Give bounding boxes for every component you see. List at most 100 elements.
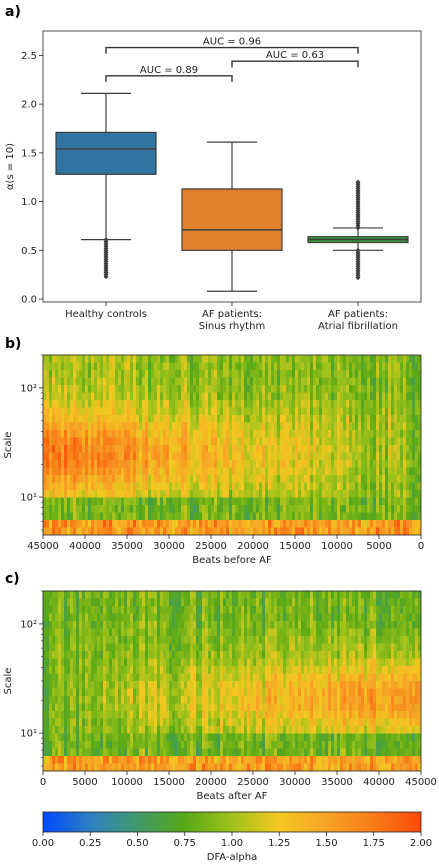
auc-bracket: [231, 60, 359, 68]
heatmap-cell: [49, 430, 53, 439]
heatmap-cell: [382, 460, 386, 469]
heatmap-cell: [319, 392, 323, 401]
heatmap-cell: [307, 407, 311, 416]
heatmap-cell: [145, 415, 149, 424]
heatmap-cell: [103, 741, 107, 750]
heatmap-cell: [100, 527, 104, 535]
heatmap-cell: [64, 636, 68, 645]
heatmap-cell: [112, 355, 116, 364]
heatmap-cell: [253, 407, 257, 416]
heatmap-cell: [307, 355, 311, 364]
heatmap-cell: [124, 505, 128, 514]
heatmap-cell: [79, 355, 83, 364]
heatmap-cell: [205, 696, 209, 705]
heatmap-cell: [232, 505, 236, 514]
heatmap-cell: [139, 718, 143, 727]
heatmap-cell: [160, 696, 164, 705]
heatmap-cell: [412, 385, 416, 394]
heatmap-cell: [253, 437, 257, 446]
heatmap-cell: [145, 741, 149, 750]
heatmap-cell: [337, 505, 341, 514]
heatmap-cell: [229, 688, 233, 697]
heatmap-cell: [64, 415, 68, 424]
heatmap-cell: [79, 613, 83, 622]
heatmap-cell: [220, 407, 224, 416]
heatmap-cell: [151, 505, 155, 514]
heatmap-cell: [232, 636, 236, 645]
heatmap-cell: [229, 415, 233, 424]
heatmap-cell: [202, 392, 206, 401]
heatmap-cell: [214, 613, 218, 622]
heatmap-cell: [241, 643, 245, 652]
heatmap-cell: [229, 482, 233, 491]
heatmap-cell: [229, 475, 233, 484]
heatmap-cell: [55, 763, 59, 771]
heatmap-cell: [163, 741, 167, 750]
y-tick-label: 10²: [20, 383, 37, 394]
heatmap-cell: [193, 407, 197, 416]
heatmap-cell: [157, 520, 161, 529]
heatmap-cell: [352, 505, 356, 514]
heatmap-cell: [97, 362, 101, 371]
heatmap-cell: [244, 681, 248, 690]
heatmap-cell: [340, 467, 344, 476]
heatmap-cell: [337, 392, 341, 401]
heatmap-cell: [346, 505, 350, 514]
heatmap-cell: [49, 748, 53, 757]
heatmap-cell: [385, 377, 389, 386]
heatmap-cell: [238, 377, 242, 386]
heatmap-cell: [205, 621, 209, 630]
heatmap-cell: [169, 520, 173, 529]
heatmap-cell: [124, 763, 128, 771]
heatmap-cell: [136, 490, 140, 499]
heatmap-cell: [172, 636, 176, 645]
heatmap-cell: [220, 606, 224, 615]
heatmap-cell: [79, 756, 83, 765]
heatmap-cell: [202, 733, 206, 742]
heatmap-cell: [61, 598, 65, 607]
heatmap-cell: [265, 437, 269, 446]
heatmap-cell: [130, 696, 134, 705]
heatmap-cell: [232, 370, 236, 379]
heatmap-cell: [133, 718, 137, 727]
heatmap-cell: [211, 703, 215, 712]
heatmap-cell: [163, 467, 167, 476]
heatmap-cell: [394, 362, 398, 371]
heatmap-cell: [88, 490, 92, 499]
heatmap-cell: [193, 658, 197, 667]
heatmap-cell: [283, 482, 287, 491]
heatmap-cell: [97, 613, 101, 622]
heatmap-cell: [76, 355, 80, 364]
heatmap-cell: [109, 748, 113, 757]
heatmap-cell: [271, 385, 275, 394]
heatmap-cell: [115, 681, 119, 690]
heatmap-cell: [106, 756, 110, 765]
heatmap-cell: [322, 482, 326, 491]
heatmap-cell: [109, 733, 113, 742]
heatmap-cell: [85, 512, 89, 521]
heatmap-cell: [121, 598, 125, 607]
heatmap-cell: [70, 385, 74, 394]
heatmap-cell: [277, 505, 281, 514]
heatmap-cell: [262, 385, 266, 394]
heatmap-cell: [76, 527, 80, 535]
heatmap-cell: [145, 726, 149, 735]
heatmap-cell: [115, 621, 119, 630]
heatmap-cell: [253, 688, 257, 697]
heatmap-cell: [391, 475, 395, 484]
heatmap-cell: [181, 460, 185, 469]
heatmap-cell: [397, 505, 401, 514]
heatmap-cell: [268, 430, 272, 439]
heatmap-cell: [307, 505, 311, 514]
heatmap-cell: [187, 688, 191, 697]
heatmap-cell: [295, 527, 299, 535]
heatmap-cell: [379, 400, 383, 409]
heatmap-cell: [241, 651, 245, 660]
heatmap-cell: [43, 711, 47, 720]
heatmap-cell: [271, 520, 275, 529]
heatmap-cell: [49, 392, 53, 401]
heatmap-cell: [157, 415, 161, 424]
heatmap-cell: [415, 482, 419, 491]
heatmap-after-panel: 0 5000 10000 15000 20000 25000 30000 35000 40000…: [3, 590, 437, 802]
heatmap-cell: [61, 370, 65, 379]
